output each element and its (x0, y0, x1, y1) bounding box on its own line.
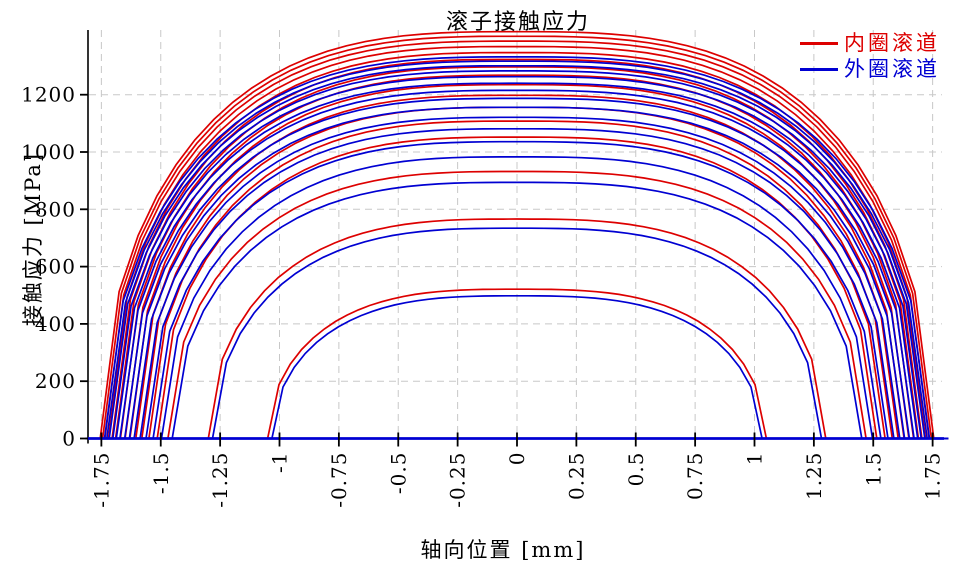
y-tick-label: 600 (35, 255, 76, 279)
x-tick-label: -1 (268, 452, 292, 473)
inner-raceway-curve (85, 120, 949, 440)
outer-raceway-curve (85, 56, 949, 440)
inner-raceway-curve (85, 35, 949, 440)
legend-label-inner: 内圈滚道 (844, 30, 940, 55)
outer-raceway-curve (85, 181, 949, 440)
x-tick-label: 1 (743, 452, 767, 466)
inner-raceway-curve (85, 136, 949, 440)
y-tick-label: 0 (62, 427, 76, 451)
x-tick-label: 0.5 (624, 452, 648, 487)
y-tick-label: 800 (35, 197, 76, 221)
x-tick-label: -1.25 (208, 452, 232, 508)
legend-item-inner: 内圈滚道 (800, 30, 940, 56)
inner-raceway-curve (85, 83, 949, 440)
legend-item-outer: 外圈滚道 (800, 56, 940, 82)
x-tick-label: 1.75 (921, 452, 945, 501)
outer-raceway-curve (85, 116, 949, 440)
y-axis-title: 接触应力 [MPa] (21, 151, 45, 327)
x-tick-label: -1.75 (89, 452, 113, 508)
outer-raceway-curve (85, 70, 949, 440)
outer-raceway-curve (85, 106, 949, 440)
outer-raceway-curve (85, 227, 949, 440)
legend-label-outer: 外圈滚道 (844, 56, 940, 81)
x-tick-label: 1.25 (802, 452, 826, 501)
inner-raceway-curve (85, 170, 949, 440)
x-tick-label: -0.5 (386, 452, 410, 495)
y-tick-label: 400 (35, 312, 76, 336)
outer-raceway-curve (85, 294, 949, 440)
outer-raceway-curve (85, 75, 949, 440)
x-tick-label: -0.75 (327, 452, 351, 508)
legend-line-sample-outer (800, 67, 838, 71)
x-tick-label: -0.25 (446, 452, 470, 508)
x-tick-label: -1.5 (149, 452, 173, 495)
chart-title: 滚子接触应力 (445, 10, 590, 35)
outer-raceway-curve (85, 156, 949, 440)
inner-raceway-curve (85, 58, 949, 440)
x-tick-label: 0.25 (564, 452, 588, 501)
outer-raceway-curve (85, 64, 949, 440)
inner-raceway-curve (85, 218, 949, 440)
outer-raceway-curve (85, 60, 949, 440)
outer-raceway-curve (85, 82, 949, 440)
outer-raceway-curve (85, 97, 949, 440)
x-axis-title: 轴向位置 [mm] (420, 538, 586, 562)
outer-raceway-curve (85, 140, 949, 440)
inner-raceway-curve (85, 66, 949, 440)
outer-raceway-curve (85, 127, 949, 440)
legend-line-sample-inner (800, 41, 838, 45)
x-tick-label: 0.75 (683, 452, 707, 501)
y-tick-label: 200 (35, 369, 76, 393)
inner-raceway-curve (85, 288, 949, 440)
y-tick-label: 1200 (21, 83, 76, 107)
x-tick-label: 1.5 (861, 452, 885, 487)
legend: 内圈滚道 外圈滚道 (800, 30, 940, 82)
x-tick-label: 0 (505, 452, 529, 466)
inner-raceway-curve (85, 45, 949, 440)
inner-raceway-curve (85, 30, 949, 440)
inner-raceway-curve (85, 94, 949, 440)
inner-raceway-curve (85, 74, 949, 440)
outer-raceway-curve (85, 89, 949, 440)
y-tick-label: 1000 (21, 140, 76, 164)
inner-raceway-curve (85, 40, 949, 440)
